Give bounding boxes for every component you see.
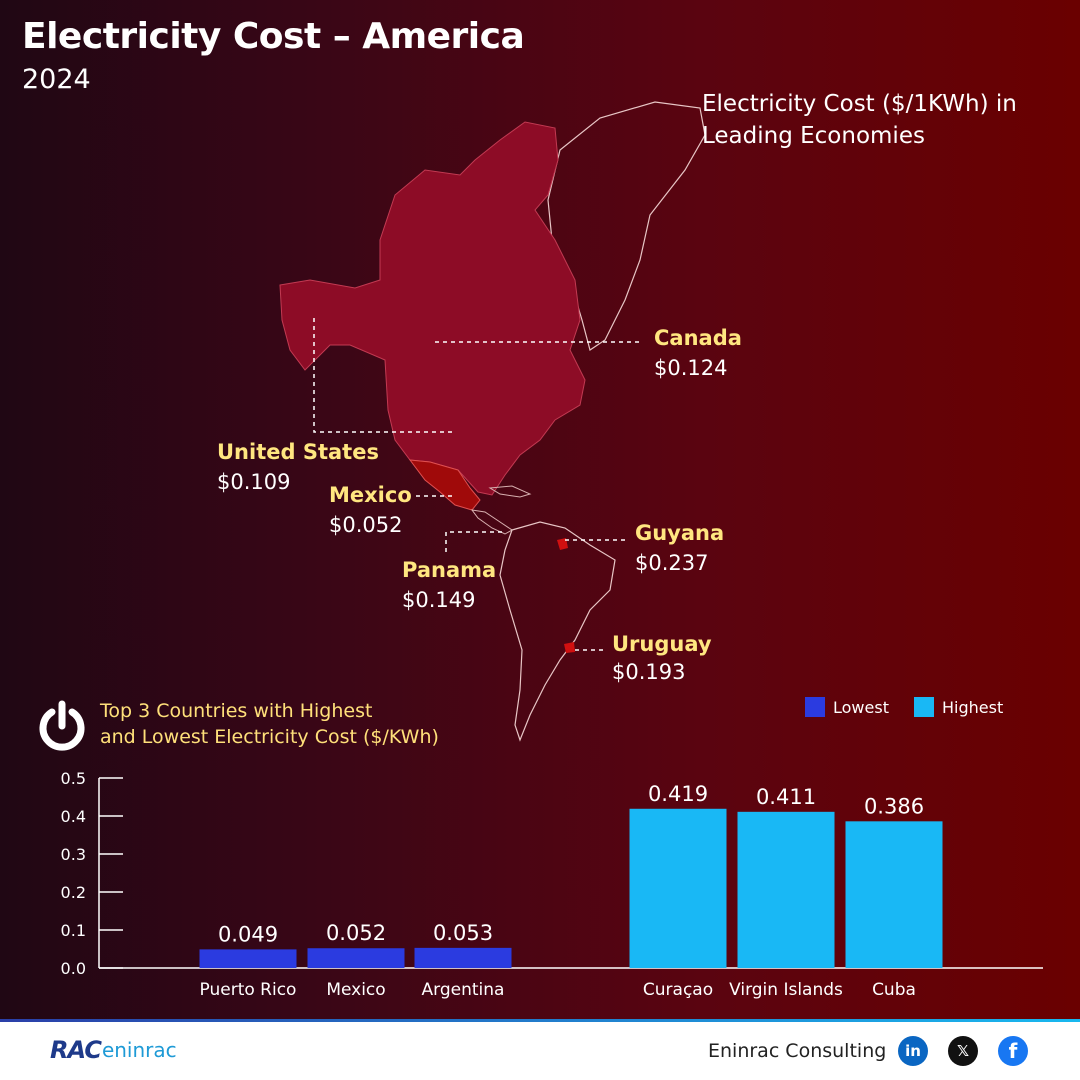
page-subtitle-year: 2024 (22, 64, 91, 95)
legend-lowest: Lowest (805, 697, 889, 717)
mexico-shape (408, 459, 481, 511)
eninrac-logo: RAC eninrac (50, 1036, 177, 1064)
y-tick-label: 0.1 (61, 921, 86, 940)
country-label-guyana: Guyana (635, 521, 725, 545)
bar (845, 821, 943, 968)
y-tick-label: 0.5 (61, 769, 86, 788)
south-america-shape (499, 521, 616, 742)
power-icon (39, 700, 85, 751)
country-value-guyana: $0.237 (635, 551, 709, 575)
country-value-canada: $0.124 (654, 356, 728, 380)
bar (199, 949, 297, 968)
x-category-label: Curaçao (643, 980, 713, 1000)
bar-chart: 0.0 0.1 0.2 0.3 0.4 0.5 0.049 Puerto Rico 0.052 M… (61, 769, 943, 1000)
country-label-canada: Canada (654, 326, 742, 350)
bar-value-label: 0.419 (648, 782, 708, 806)
x-category-label: Cuba (872, 980, 916, 1000)
bar (629, 808, 727, 968)
logo-eninrac-text: eninrac (101, 1038, 177, 1062)
country-label-uruguay: Uruguay (612, 632, 712, 656)
bar (414, 947, 512, 968)
country-value-united-states: $0.109 (217, 470, 291, 494)
page-title: Electricity Cost – America (22, 16, 525, 57)
leader-us (313, 318, 455, 433)
country-value-panama: $0.149 (402, 588, 476, 612)
footer-divider (0, 1019, 1080, 1023)
bar-value-label: 0.386 (864, 794, 924, 818)
legend-highest: Highest (914, 697, 1003, 717)
y-tick-label: 0.2 (61, 883, 86, 902)
company-name: Eninrac Consulting (708, 1040, 887, 1062)
legend-swatch-highest (914, 697, 934, 717)
y-tick-label: 0.0 (61, 959, 86, 978)
legend-swatch-lowest (805, 697, 825, 717)
bars-title-line-1: Top 3 Countries with Highest (100, 700, 373, 722)
america-map (279, 101, 706, 742)
country-label-mexico: Mexico (329, 483, 412, 507)
caribbean-shape (488, 485, 532, 498)
x-category-label: Puerto Rico (200, 980, 297, 1000)
logo-rac-text: RAC (50, 1036, 102, 1064)
bar (737, 811, 835, 968)
country-label-united-states: United States (217, 440, 379, 464)
country-value-mexico: $0.052 (329, 513, 403, 537)
bar-value-label: 0.052 (326, 921, 386, 945)
facebook-icon[interactable]: f (998, 1036, 1028, 1066)
country-value-uruguay: $0.193 (612, 660, 686, 684)
north-america-shape (279, 121, 586, 496)
legend-label-lowest: Lowest (833, 697, 889, 717)
bars-title-line-2: and Lowest Electricity Cost ($/KWh) (100, 726, 439, 748)
map-caption: Electricity Cost ($/1KWh) in Leading Eco… (702, 91, 1017, 149)
bar-value-label: 0.411 (756, 785, 816, 809)
leader-panama (445, 531, 505, 552)
x-category-label: Argentina (422, 980, 505, 1000)
bar (307, 948, 405, 968)
x-category-label: Virgin Islands (729, 980, 843, 1000)
country-label-panama: Panama (402, 558, 497, 582)
linkedin-icon[interactable]: in (898, 1036, 928, 1066)
bars-section-title: Top 3 Countries with Highest and Lowest … (100, 698, 439, 750)
bar-value-label: 0.049 (218, 922, 278, 946)
legend-label-highest: Highest (942, 697, 1004, 717)
bar-value-label: 0.053 (433, 921, 493, 945)
x-category-label: Mexico (326, 980, 385, 1000)
uruguay-shape (564, 642, 575, 653)
x-icon[interactable]: 𝕏 (948, 1036, 978, 1066)
y-tick-label: 0.3 (61, 845, 86, 864)
y-tick-label: 0.4 (61, 807, 86, 826)
guyana-shape (557, 538, 568, 550)
central-america-shape (470, 509, 513, 535)
